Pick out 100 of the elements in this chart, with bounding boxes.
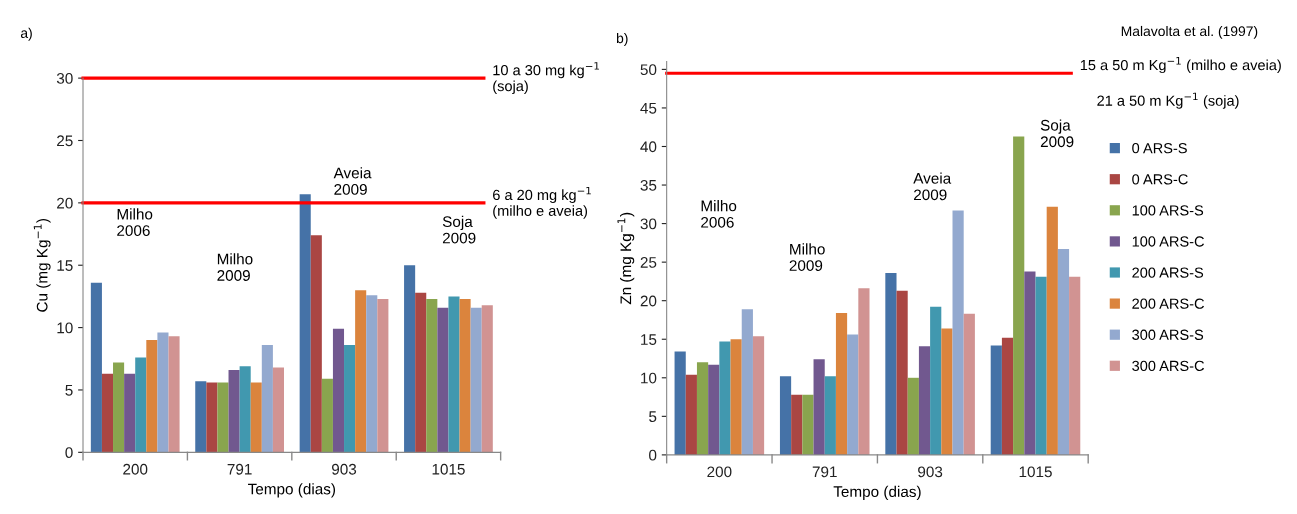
bar [1001,337,1014,455]
y-tick-label: 25 [57,135,73,147]
x-tick-label: 791 [227,463,252,475]
x-tick-label: 1015 [1019,466,1052,478]
text: Malavolta et al. (1997) [1121,25,1258,39]
y-axis-title: Cu (mg Kg$^{−1}$) [33,219,51,312]
annotation: Soja 2009 [442,215,476,244]
x-tick-label: 791 [812,466,837,478]
bar [990,345,1002,455]
bar [741,309,753,455]
bar [459,298,471,453]
text: a) [20,27,32,41]
bar [135,357,147,453]
x-axis-title: Tempo (dias) [248,483,336,498]
bar [299,194,311,453]
bar [1024,271,1036,455]
bar [730,339,742,455]
y-tick-label: 35 [640,179,657,191]
bar [930,306,942,455]
bar [885,272,897,455]
bar [847,334,859,455]
bar [415,292,427,453]
bar [437,307,449,453]
bar [239,366,251,453]
bar [918,346,931,455]
bar [674,351,686,455]
bar [941,328,953,455]
bar [101,373,114,453]
bar [321,378,333,453]
x-tick-label: 1015 [432,463,465,475]
y-tick-label: 50 [640,64,657,76]
bar [963,313,975,455]
legend-label: 300 ARS-C [1132,360,1205,372]
legend-label: 100 ARS-S [1132,205,1204,216]
y-tick-label: 0 [65,447,73,459]
y-tick-label: 20 [640,295,657,307]
legend-label: 0 ARS-C [1132,174,1188,185]
bar [1035,276,1047,455]
bar [228,370,240,453]
y-tick-label: 15 [641,334,657,345]
annotation: Aveia 2009 [913,172,952,201]
bar [813,359,825,455]
annotation: Milho 2009 [217,253,253,281]
y-tick-label: 10 [641,372,657,384]
x-tick-label: 200 [123,463,148,475]
ref-line-label: 15 a 50 m Kg$^{−1}$ (milho e aveia) [1080,57,1281,74]
bar [377,298,389,453]
bar [791,394,803,455]
bar [366,295,378,453]
annotation: Aveia 2009 [333,167,372,195]
bar [824,376,836,455]
bar [146,340,158,453]
bar [344,345,356,453]
bar [272,367,284,453]
bar [168,336,180,453]
text: b) [616,33,628,46]
bar [685,374,697,455]
y-tick-label: 40 [640,141,657,153]
bar [952,210,964,455]
y-tick-label: 30 [640,218,657,230]
annotation: Milho 2006 [701,200,737,228]
x-tick-label: 903 [918,466,943,478]
bar [752,336,765,455]
bar [426,298,438,453]
bar [835,313,848,455]
x-axis-title: Tempo (dias) [833,485,921,501]
bar [708,364,720,455]
legend-label: 200 ARS-S [1132,267,1204,278]
bar [1069,276,1081,455]
bar [696,362,709,455]
legend-label: 0 ARS-S [1132,143,1187,154]
bar [90,282,102,453]
bar [124,373,136,453]
y-tick-label: 0 [649,449,657,461]
bar [217,382,229,453]
x-tick-label: 200 [707,466,732,478]
legend-label: 100 ARS-C [1132,236,1205,247]
ref-line-label: 6 a 20 mg kg$^{−1}$ (milho e aveia) [493,186,591,219]
bar [470,307,482,453]
y-tick-label: 5 [65,384,73,396]
bar [250,382,262,453]
bar [332,328,345,453]
y-tick-label: 15 [57,260,73,271]
y-tick-label: 5 [649,411,657,423]
bar [896,290,908,455]
bar [404,265,416,453]
legend-label: 200 ARS-C [1132,298,1205,309]
y-tick-label: 20 [57,197,73,209]
y-tick-label: 45 [640,102,657,114]
bar [481,305,493,453]
bar [1057,249,1070,455]
bar [448,296,460,453]
y-tick-label: 30 [56,73,73,84]
bar [858,288,870,455]
annotation: Soja 2009 [1040,119,1074,148]
annotation: Milho 2006 [117,208,153,237]
y-tick-label: 25 [640,257,657,268]
bar [310,235,322,453]
legend-label: 300 ARS-S [1132,329,1204,340]
bar [907,377,919,455]
